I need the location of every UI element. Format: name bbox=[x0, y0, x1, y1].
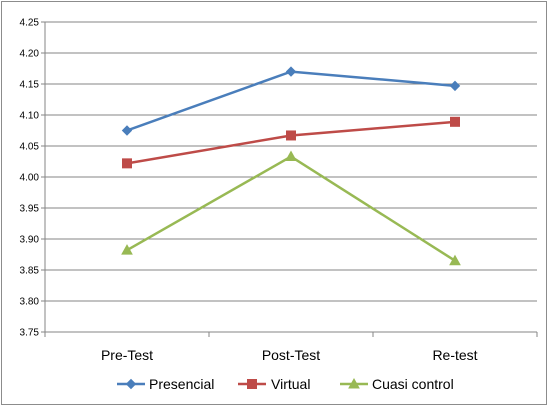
data-point-presencial bbox=[121, 125, 133, 136]
data-point-presencial bbox=[449, 80, 461, 92]
data-point-cuasi-control bbox=[285, 150, 297, 162]
series-presencial bbox=[121, 66, 461, 136]
y-tick-label: 3.90 bbox=[20, 235, 40, 246]
y-tick-label: 3.80 bbox=[20, 297, 40, 308]
legend-marker-cuasi-control bbox=[348, 377, 360, 389]
series-cuasi-control bbox=[121, 150, 461, 266]
legend-label-virtual: Virtual bbox=[271, 376, 310, 392]
y-tick-label: 3.95 bbox=[20, 204, 40, 215]
legend: Presencial Virtual Cuasi control bbox=[117, 376, 454, 392]
y-tick-label: 3.75 bbox=[20, 328, 40, 339]
data-point-cuasi-control bbox=[449, 254, 461, 266]
legend-label-presencial: Presencial bbox=[149, 376, 214, 392]
y-tick-label: 4.05 bbox=[20, 142, 40, 153]
y-tick-label: 4.20 bbox=[20, 49, 40, 60]
data-point-virtual bbox=[122, 158, 132, 169]
legend-item-cuasi-control: Cuasi control bbox=[340, 376, 454, 392]
legend-item-presencial: Presencial bbox=[117, 376, 214, 392]
y-tick-label: 4.15 bbox=[20, 80, 40, 91]
y-tick-label: 3.85 bbox=[20, 266, 40, 277]
gridlines bbox=[45, 21, 537, 302]
x-tick-label: Post-Test bbox=[262, 347, 320, 363]
legend-marker-virtual bbox=[247, 379, 257, 389]
data-point-virtual bbox=[286, 130, 296, 141]
series-group bbox=[121, 66, 461, 266]
legend-label-cuasi-control: Cuasi control bbox=[372, 376, 454, 392]
series-virtual bbox=[122, 116, 460, 169]
x-tick-label: Re-test bbox=[432, 347, 477, 363]
data-point-cuasi-control bbox=[121, 244, 133, 255]
y-tick-label: 4.25 bbox=[20, 18, 40, 29]
y-tick-label: 4.00 bbox=[20, 173, 40, 184]
x-tick-label: Pre-Test bbox=[101, 347, 153, 363]
data-point-presencial bbox=[285, 66, 297, 77]
data-point-virtual bbox=[450, 116, 460, 127]
y-tick-label: 4.10 bbox=[20, 111, 40, 122]
legend-item-virtual: Virtual bbox=[238, 376, 310, 392]
series-line-presencial bbox=[126, 70, 456, 132]
legend-marker-presencial bbox=[125, 378, 137, 390]
x-axis: Pre-Test Post-Test Re-test bbox=[44, 331, 538, 363]
y-axis: 3.75 3.80 3.85 3.90 3.95 4.00 4.05 4.10 4.15 4.20… bbox=[20, 18, 46, 339]
series-line-cuasi-control bbox=[126, 155, 456, 262]
